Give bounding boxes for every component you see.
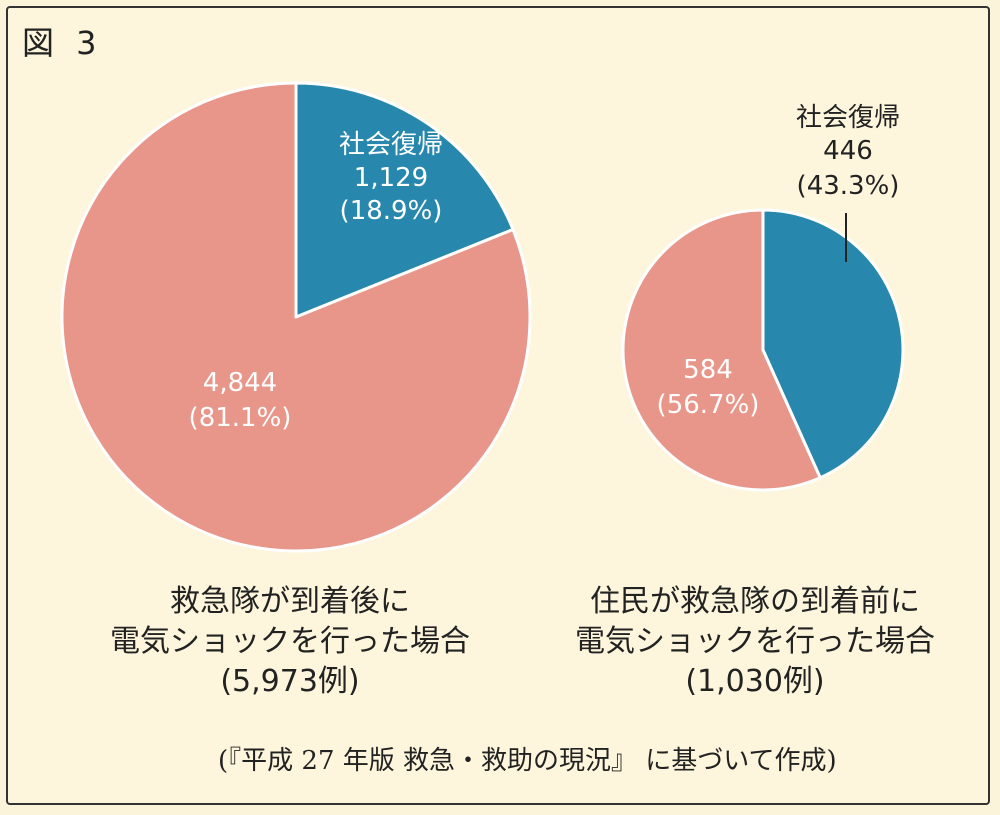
slice-percent-return: (18.9%) xyxy=(340,196,443,226)
slice-percent-other: (56.7%) xyxy=(657,390,760,420)
caption-line: 救急隊が到着後に xyxy=(170,584,410,619)
caption-count: (5,973例) xyxy=(220,664,360,699)
pie-slice-other xyxy=(60,81,532,553)
slice-value-other: 4,844 xyxy=(203,368,277,398)
pie-caption-after-arrival: 救急隊が到着後に 電気ショックを行った場合 (5,973例) xyxy=(110,582,470,702)
pie-slice-return-to-society xyxy=(294,81,515,319)
caption-line: 住民が救急隊の到着前に xyxy=(590,584,920,619)
pie-slice-other xyxy=(621,208,822,492)
caption-line: 電気ショックを行った場合 xyxy=(575,624,935,659)
slice-value-other: 584 xyxy=(683,355,733,385)
source-note: (『平成 27 年版 救急・救助の現況』 に基づいて作成) xyxy=(218,746,837,776)
slice-value-return: 446 xyxy=(823,136,873,166)
pie-chart-before-arrival xyxy=(621,208,905,492)
slice-percent-return: (43.3%) xyxy=(797,171,900,201)
pie-caption-before-arrival: 住民が救急隊の到着前に 電気ショックを行った場合 (1,030例) xyxy=(545,582,965,702)
figure-label: 図 3 xyxy=(22,24,103,62)
pie-chart-after-arrival xyxy=(60,81,532,553)
pie-slice-return-to-society xyxy=(761,208,905,480)
slice-percent-other: (81.1%) xyxy=(189,403,292,433)
slice-label-return: 社会復帰 xyxy=(339,130,443,160)
caption-count: (1,030例) xyxy=(685,664,825,699)
slice-value-return: 1,129 xyxy=(354,163,428,193)
caption-line: 電気ショックを行った場合 xyxy=(110,624,470,659)
slice-label-return: 社会復帰 xyxy=(796,103,900,133)
